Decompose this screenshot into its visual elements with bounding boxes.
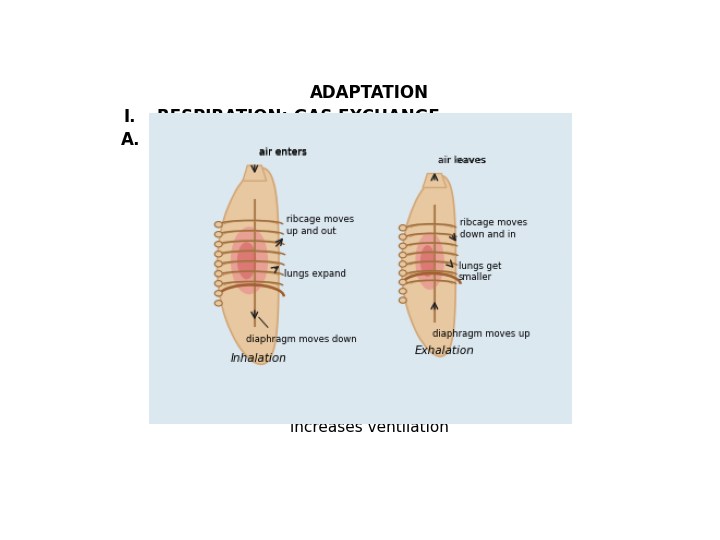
Text: Lungs – The Diaphragm: Lungs – The Diaphragm bbox=[154, 131, 373, 150]
Text: I.: I. bbox=[124, 109, 136, 126]
Text: RESPIRATION: GAS EXCHANGE: RESPIRATION: GAS EXCHANGE bbox=[157, 109, 440, 126]
Text: ADAPTATION: ADAPTATION bbox=[310, 84, 428, 102]
Text: increases ventilation: increases ventilation bbox=[289, 420, 449, 435]
Text: A.: A. bbox=[121, 131, 140, 150]
